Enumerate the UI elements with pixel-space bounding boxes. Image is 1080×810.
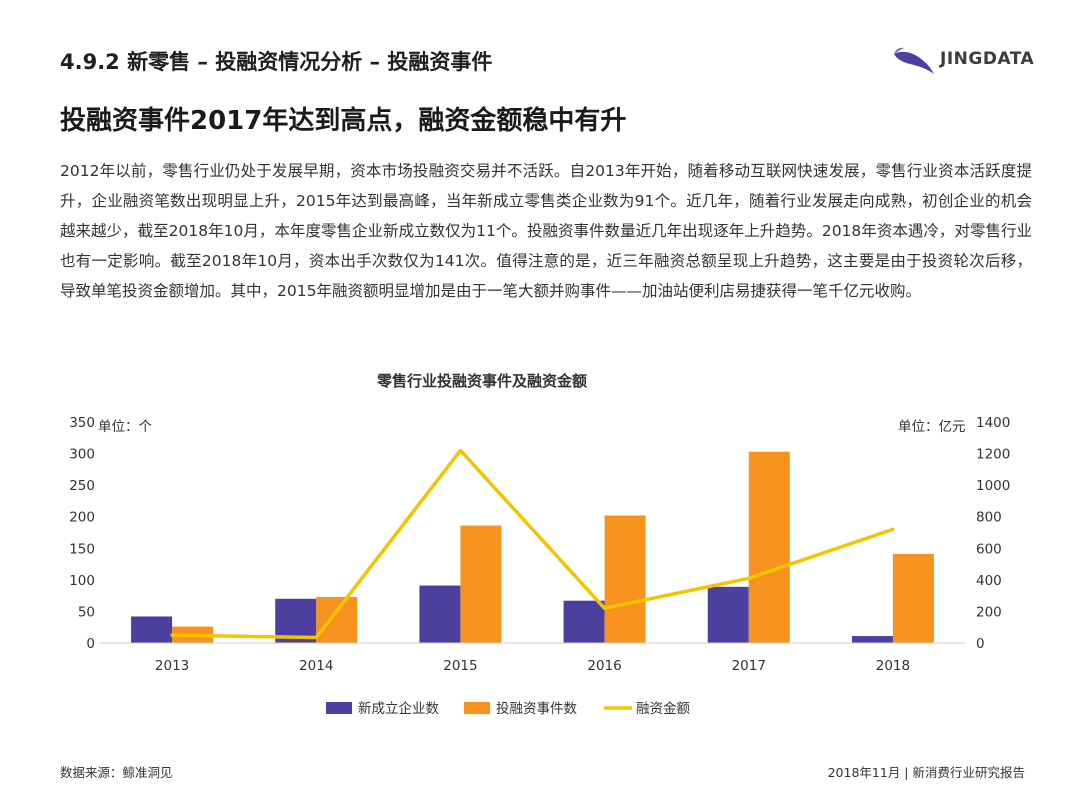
- brand-logo: JINGDATA: [892, 44, 1042, 76]
- y-right-tick-label: 1400: [976, 415, 1010, 431]
- legend-swatch: [464, 702, 490, 714]
- x-tick-label: 2013: [155, 658, 189, 674]
- legend-swatch: [326, 702, 352, 714]
- bar-events: [604, 515, 646, 643]
- bar-events: [892, 553, 934, 643]
- x-tick-label: 2017: [732, 658, 766, 674]
- x-tick-label: 2018: [876, 658, 910, 674]
- page-title: 投融资事件2017年达到高点，融资金额稳中有升: [60, 106, 627, 136]
- y-right-tick-label: 1000: [976, 478, 1010, 494]
- y-left-tick-label: 50: [78, 604, 95, 620]
- legend-label: 融资金额: [636, 701, 690, 717]
- y-right-tick-label: 1200: [976, 447, 1010, 463]
- y-left-tick-label: 150: [69, 541, 95, 557]
- y-left-tick-label: 200: [69, 510, 95, 526]
- y-left-tick-label: 0: [86, 636, 95, 652]
- y-right-tick-label: 200: [976, 604, 1002, 620]
- y-right-tick-label: 600: [976, 541, 1002, 557]
- footer-report: 2018年11月 | 新消费行业研究报告: [827, 765, 1025, 780]
- line-amount: [170, 448, 895, 640]
- y-left-tick-label: 350: [69, 415, 95, 431]
- brand-name: JINGDATA: [940, 49, 1035, 69]
- x-tick-label: 2014: [299, 658, 333, 674]
- legend-label: 新成立企业数: [358, 700, 439, 717]
- bar-events: [748, 451, 790, 643]
- bar-company: [851, 636, 893, 643]
- x-tick-label: 2016: [587, 658, 621, 674]
- bar-events: [316, 596, 358, 643]
- bar-company: [131, 616, 173, 643]
- bar-company: [419, 585, 461, 643]
- x-tick-label: 2015: [443, 658, 477, 674]
- y-axis-left-label: 单位：个: [98, 419, 152, 435]
- footer-source: 数据来源：鲸准洞见: [60, 765, 173, 780]
- whale-logo-icon: [894, 47, 934, 74]
- legend-label: 投融资事件数: [496, 701, 577, 717]
- y-left-tick-label: 100: [69, 573, 95, 589]
- chart-title: 零售行业投融资事件及融资金额: [376, 372, 587, 390]
- chart-legend: 新成立企业数 投融资事件数 融资金额: [326, 700, 690, 717]
- body-paragraph: 2012年以前，零售行业仍处于发展早期，资本市场投融资交易并不活跃。自2013年…: [60, 162, 1032, 300]
- bar-events: [460, 525, 502, 643]
- bar-company: [563, 600, 605, 643]
- y-right-tick-label: 400: [976, 573, 1002, 589]
- y-right-tick-label: 0: [976, 636, 985, 652]
- y-left-tick-label: 250: [69, 478, 95, 494]
- bar-company: [707, 586, 749, 643]
- y-axis-right-label: 单位：亿元: [898, 419, 966, 435]
- y-left-tick-label: 300: [69, 447, 95, 463]
- section-heading: 4.9.2 新零售 – 投融资情况分析 – 投融资事件: [60, 50, 493, 74]
- y-right-tick-label: 800: [976, 510, 1002, 526]
